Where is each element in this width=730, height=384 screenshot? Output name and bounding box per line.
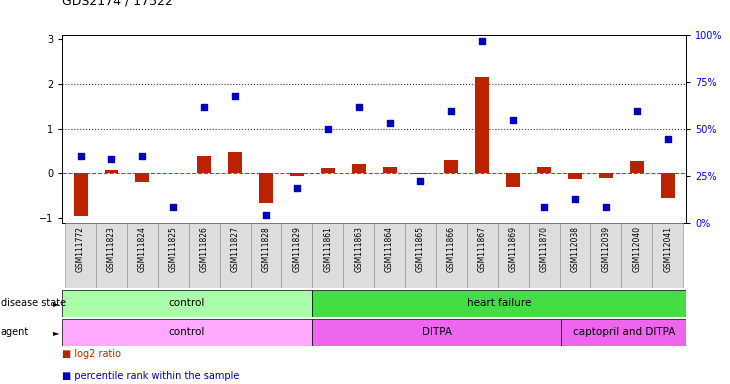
Bar xyxy=(599,174,612,178)
Bar xyxy=(466,223,498,288)
Bar xyxy=(529,223,559,288)
Bar xyxy=(259,174,273,203)
Point xyxy=(507,117,519,123)
Text: GSM111866: GSM111866 xyxy=(447,226,456,272)
Text: GSM111863: GSM111863 xyxy=(354,226,364,272)
Point xyxy=(353,104,364,110)
Text: GSM111870: GSM111870 xyxy=(539,226,548,272)
Bar xyxy=(96,223,127,288)
Text: ■ percentile rank within the sample: ■ percentile rank within the sample xyxy=(62,371,239,381)
Point xyxy=(260,212,272,218)
Bar xyxy=(158,223,189,288)
Bar xyxy=(383,167,396,174)
Point xyxy=(106,156,118,162)
Bar xyxy=(166,172,180,174)
Text: captopril and DITPA: captopril and DITPA xyxy=(572,327,675,337)
Bar xyxy=(652,223,683,288)
Bar xyxy=(312,290,686,317)
Bar xyxy=(62,290,312,317)
Bar xyxy=(65,223,96,288)
Text: GSM111772: GSM111772 xyxy=(76,226,85,272)
Bar xyxy=(436,223,466,288)
Text: GSM111825: GSM111825 xyxy=(169,226,178,272)
Bar xyxy=(320,168,335,174)
Text: GSM111867: GSM111867 xyxy=(477,226,487,272)
Bar xyxy=(498,223,529,288)
Point xyxy=(600,204,612,210)
Bar xyxy=(661,174,675,198)
Text: GSM111865: GSM111865 xyxy=(416,226,425,272)
Bar xyxy=(568,174,582,179)
Text: DITPA: DITPA xyxy=(421,327,452,337)
Bar xyxy=(374,223,405,288)
Point xyxy=(538,204,550,210)
Text: GSM112039: GSM112039 xyxy=(602,226,610,272)
Bar xyxy=(559,223,591,288)
Bar xyxy=(352,164,366,174)
Point xyxy=(631,108,642,114)
Bar xyxy=(250,223,282,288)
Text: GSM111826: GSM111826 xyxy=(200,226,209,272)
Bar xyxy=(405,223,436,288)
Bar xyxy=(630,161,644,174)
Text: GSM111869: GSM111869 xyxy=(509,226,518,272)
Text: GSM112040: GSM112040 xyxy=(632,226,641,272)
Bar xyxy=(561,319,686,346)
Text: ►: ► xyxy=(53,299,60,308)
Bar xyxy=(343,223,374,288)
Text: GSM112038: GSM112038 xyxy=(570,226,580,272)
Text: heart failure: heart failure xyxy=(466,298,531,308)
Text: GSM111861: GSM111861 xyxy=(323,226,332,272)
Bar xyxy=(104,170,118,174)
Point xyxy=(322,126,334,132)
Text: ■ log2 ratio: ■ log2 ratio xyxy=(62,349,121,359)
Bar xyxy=(537,167,551,174)
Point xyxy=(229,93,241,99)
Text: GSM112041: GSM112041 xyxy=(663,226,672,272)
Bar xyxy=(591,223,621,288)
Point xyxy=(199,104,210,110)
Text: GSM111824: GSM111824 xyxy=(138,226,147,272)
Text: ►: ► xyxy=(53,328,60,337)
Text: disease state: disease state xyxy=(1,298,66,308)
Point xyxy=(74,152,86,159)
Text: GSM111828: GSM111828 xyxy=(261,226,271,272)
Point xyxy=(291,185,303,191)
Text: GSM111864: GSM111864 xyxy=(385,226,394,272)
Bar xyxy=(220,223,250,288)
Bar xyxy=(475,77,489,174)
Point xyxy=(445,108,457,114)
Point xyxy=(167,204,179,210)
Bar xyxy=(506,174,520,187)
Text: GSM111823: GSM111823 xyxy=(107,226,116,272)
Point xyxy=(477,38,488,44)
Text: GDS2174 / 17522: GDS2174 / 17522 xyxy=(62,0,173,8)
Text: control: control xyxy=(169,327,205,337)
Bar xyxy=(621,223,652,288)
Point xyxy=(662,136,674,142)
Text: GSM111827: GSM111827 xyxy=(231,226,239,272)
Bar xyxy=(290,174,304,176)
Point xyxy=(384,120,396,126)
Bar xyxy=(127,223,158,288)
Bar xyxy=(74,174,88,216)
Bar xyxy=(312,319,561,346)
Bar xyxy=(136,174,150,182)
Point xyxy=(415,177,426,184)
Bar xyxy=(189,223,220,288)
Text: GSM111829: GSM111829 xyxy=(293,226,301,272)
Bar xyxy=(445,160,458,174)
Point xyxy=(569,195,581,202)
Point xyxy=(137,152,148,159)
Bar xyxy=(62,319,312,346)
Bar xyxy=(312,223,343,288)
Bar xyxy=(228,152,242,174)
Text: control: control xyxy=(169,298,205,308)
Bar xyxy=(197,156,211,174)
Bar xyxy=(282,223,312,288)
Text: agent: agent xyxy=(1,327,29,337)
